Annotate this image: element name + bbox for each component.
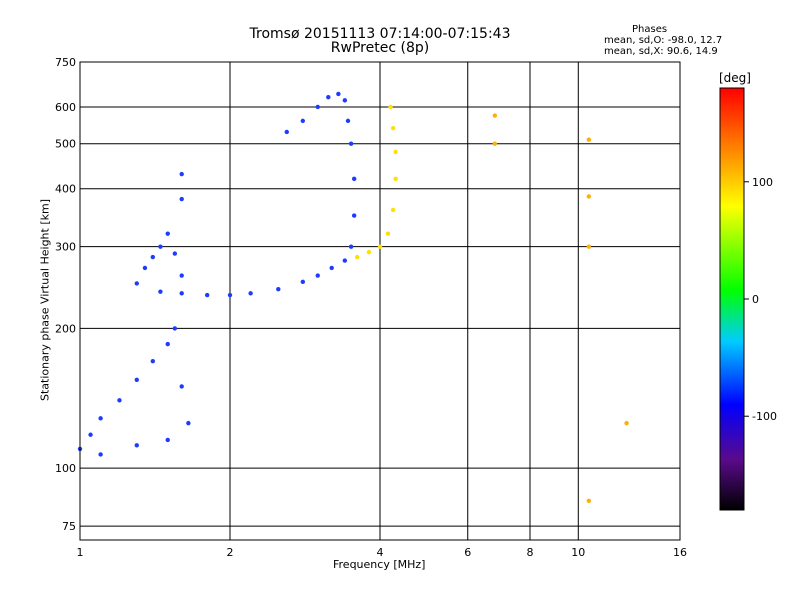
data-point [150,358,156,364]
data-point [586,194,592,199]
y-tick-label: 300 [55,241,76,254]
data-point [186,420,191,426]
data-point [388,104,393,110]
colorbar-tick-label: 0 [752,293,759,306]
data-point [227,292,233,298]
data-point [393,176,398,182]
data-point [624,420,629,426]
data-point [390,207,396,213]
data-point [117,398,122,403]
data-point [179,171,184,177]
data-point [354,254,360,260]
y-tick-label: 75 [62,520,76,533]
y-tick-label: 400 [55,183,76,196]
chart-title: Tromsø 20151113 07:14:00-07:15:43 [249,26,511,42]
data-point [165,437,170,443]
data-point [158,289,163,294]
data-point [366,249,372,255]
data-point [134,281,139,286]
y-tick-label: 500 [55,138,76,151]
data-point [276,286,281,292]
data-point [98,416,103,421]
data-point [586,137,592,142]
data-point [377,244,383,249]
data-point [329,265,334,271]
data-point [385,231,391,236]
y-tick-label: 600 [55,101,76,114]
data-point [348,244,354,249]
data-point [586,244,592,249]
colorbar-unit-label: [deg] [719,71,751,85]
data-point [134,443,139,448]
plot-frame [79,61,681,541]
x-axis-label: Frequency [MHz] [333,558,426,571]
data-points [77,91,629,504]
data-point [326,94,331,100]
data-point [492,113,498,118]
data-point [315,273,320,278]
phase-line-x: mean, sd,X: 90.6, 14.9 [604,46,718,57]
x-tick-label: 16 [673,546,687,559]
data-point [179,273,184,278]
x-tick-label: 10 [571,546,585,559]
data-point [336,91,341,97]
data-point [204,292,210,298]
colorbar [719,87,745,511]
y-tick-label: 750 [55,56,76,69]
chart-subtitle: RwPretec (8p) [330,40,430,56]
x-tick-label: 8 [527,546,534,559]
grid-lines [80,62,680,540]
x-tick-label: 4 [377,546,384,559]
phase-line-o: mean, sd,O: -98.0, 12.7 [604,35,723,46]
data-point [172,326,178,331]
data-point [88,432,93,437]
data-point [248,291,253,296]
data-point [300,118,306,124]
data-point [393,149,398,155]
data-point [586,498,592,504]
data-point [348,141,354,146]
x-tick-label: 2 [227,546,234,559]
data-point [158,244,163,249]
data-point [300,279,306,285]
data-point [351,176,357,182]
x-tick-labels: 1 2 4 6 8 10 16 [77,546,688,559]
x-tick-label: 1 [77,546,84,559]
y-tick-labels: 75 100 200 300 400 500 600 750 [55,56,76,533]
x-tick-label: 6 [464,546,471,559]
data-point [345,118,351,124]
data-point [492,141,498,146]
data-point [142,265,148,271]
data-point [98,452,103,457]
data-point [179,384,184,389]
colorbar-tick-label: -100 [752,410,777,423]
data-point [165,231,170,236]
data-point [179,291,184,296]
data-point [351,213,357,218]
y-tick-label: 100 [55,462,76,475]
phase-box-title: Phases [632,24,668,35]
data-point [284,129,289,135]
data-point [390,126,396,131]
data-point [172,251,178,256]
colorbar-tick-labels: 100 0 -100 [744,176,777,423]
colorbar-tick-label: 100 [752,176,773,189]
data-point [165,341,170,347]
y-tick-label: 200 [55,322,76,335]
data-point [315,104,320,110]
data-point [150,254,156,260]
data-point [179,196,184,202]
data-point [342,258,348,263]
data-point [134,377,139,382]
data-point [342,98,348,103]
